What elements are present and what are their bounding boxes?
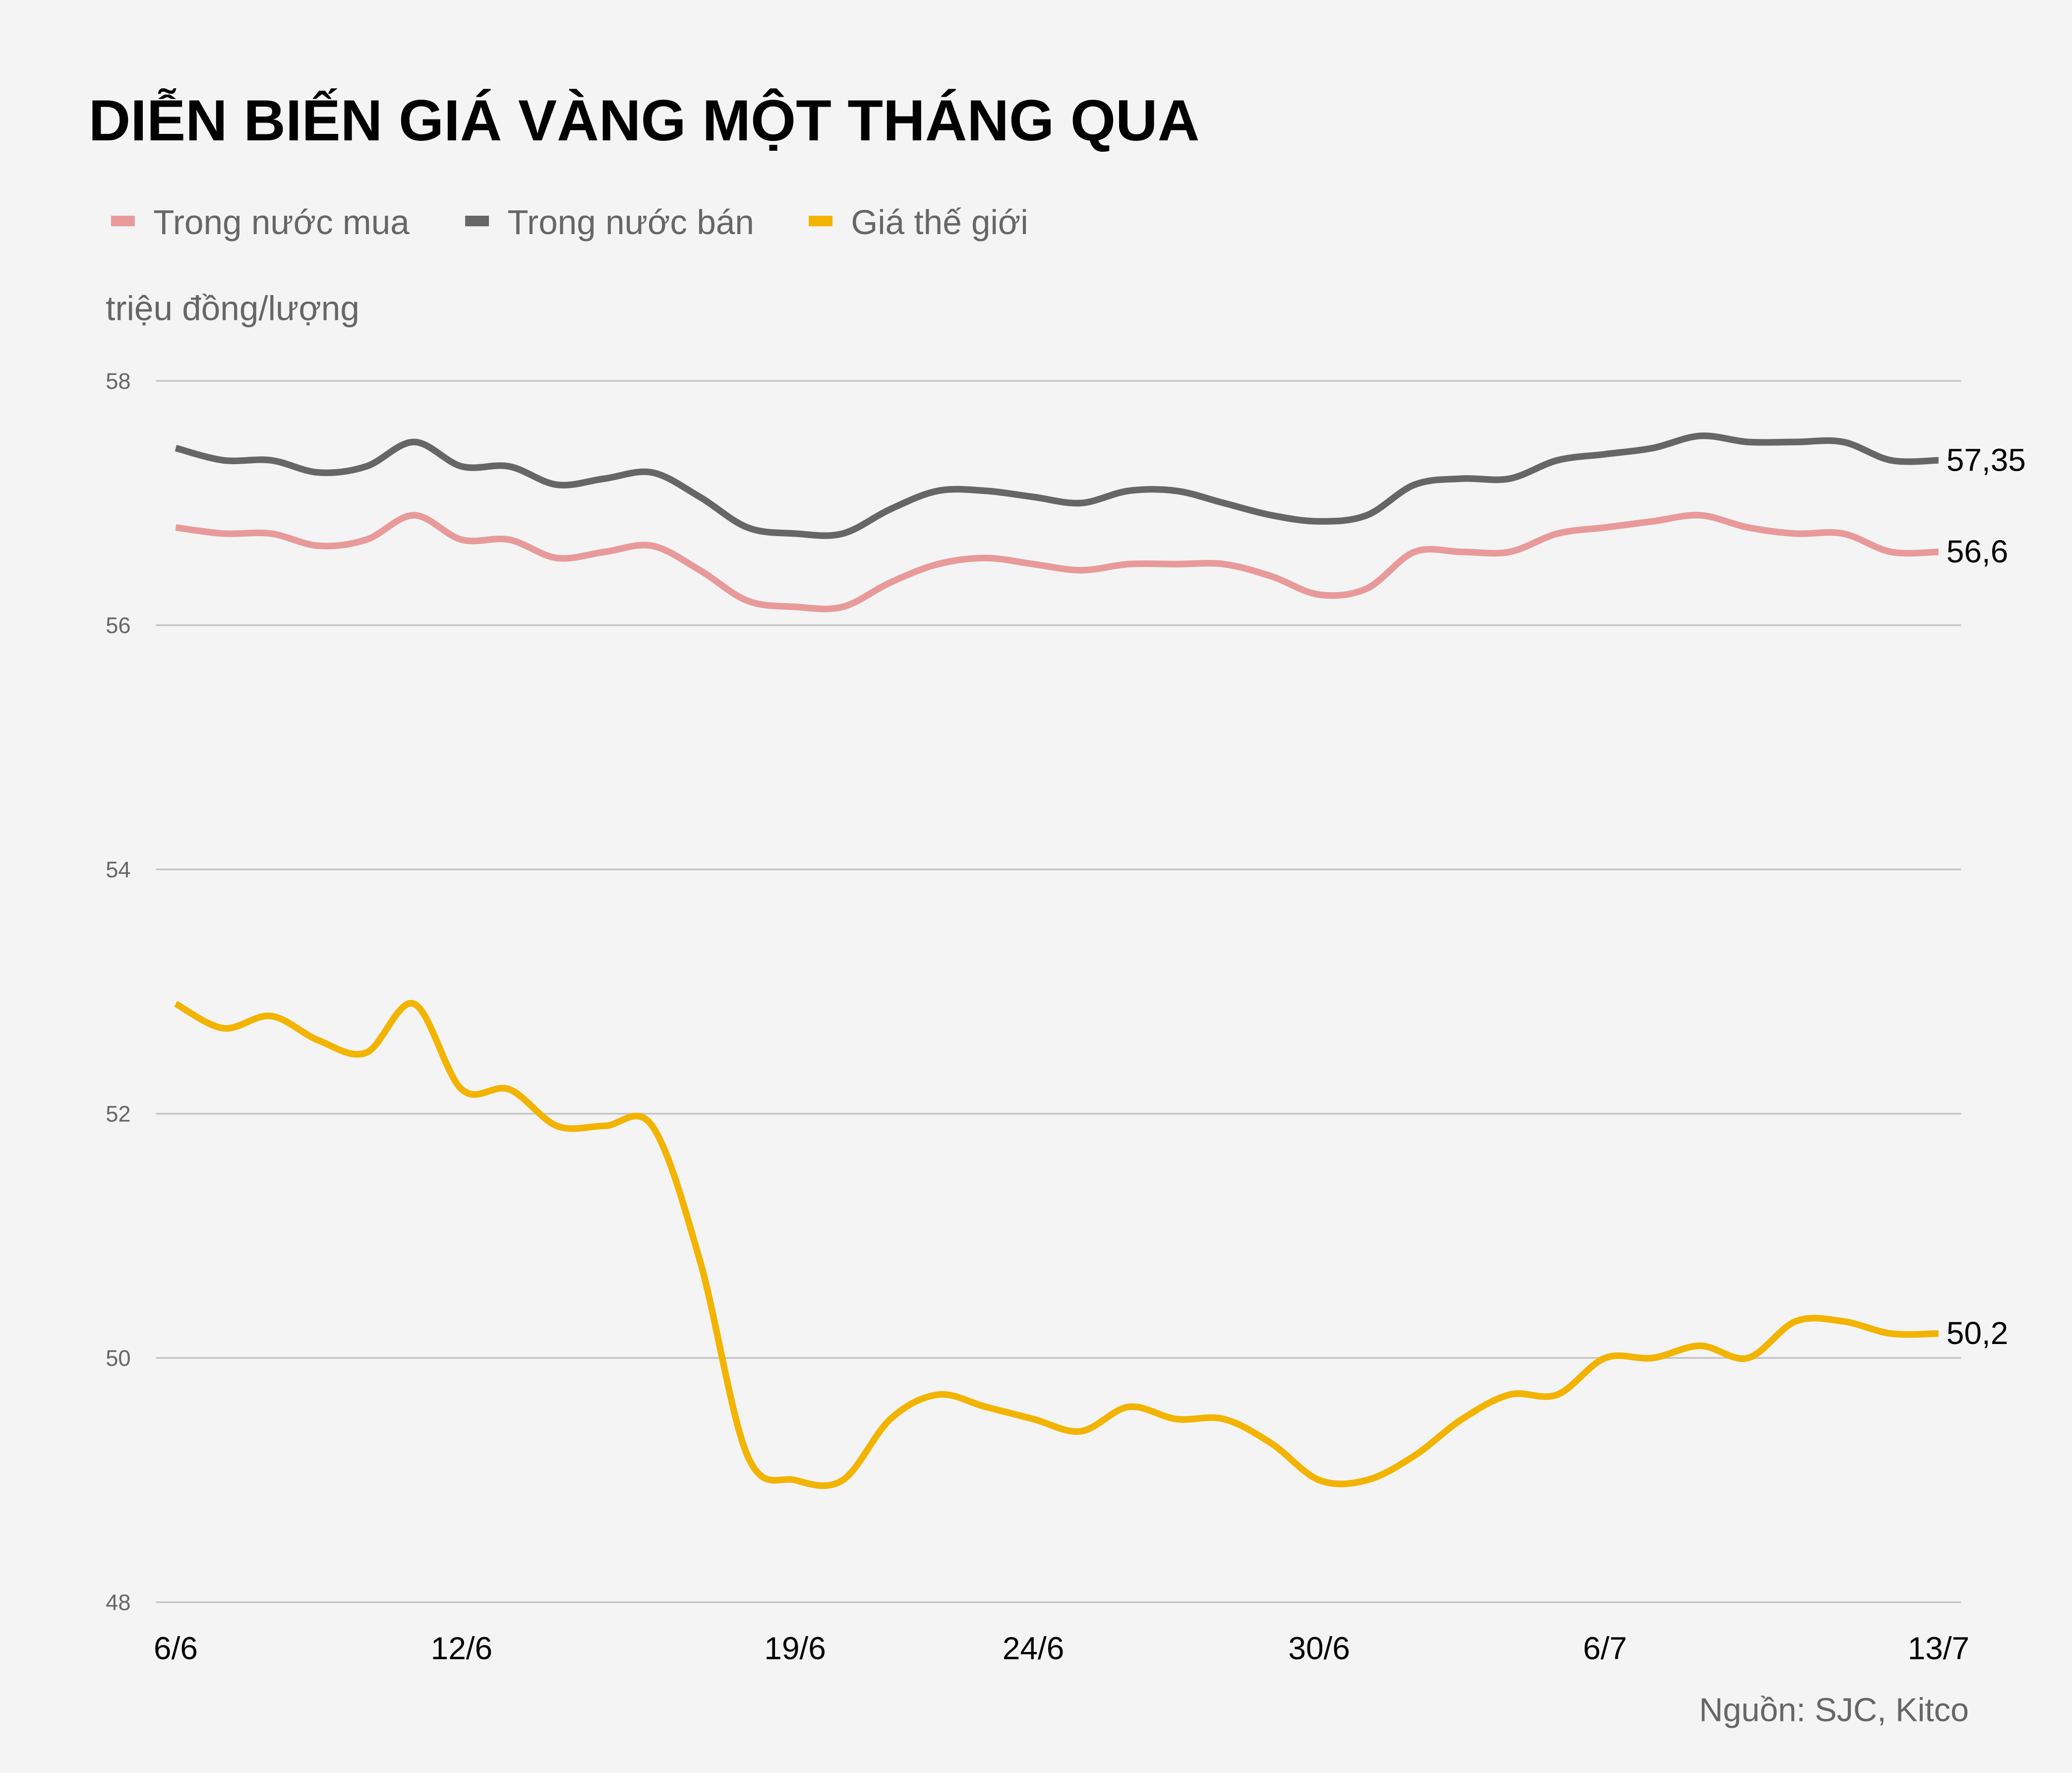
series-lines [174,432,1939,1489]
chart-title: DIỄN BIẾN GIÁ VÀNG MỘT THÁNG QUA [89,88,1200,153]
y-axis-unit: triệu đồng/lượng [106,289,359,327]
legend: Trong nước mua Trong nước bán Giá thế gi… [111,203,1028,242]
end-value-label: 57,35 [1947,442,2026,478]
x-axis-ticks: 6/6 12/6 19/6 24/6 30/6 6/7 13/7 [154,1630,1969,1666]
y-tick-label: 58 [106,368,130,394]
y-tick-label: 48 [106,1590,130,1615]
legend-item-world: Giá thế giới [809,203,1028,242]
x-tick-label: 19/6 [764,1630,826,1666]
source-note: Nguồn: SJC, Kitco [1699,1692,1969,1729]
legend-item-sell: Trong nước bán [465,203,754,242]
end-labels: 56,6 57,35 50,2 [1947,442,2026,1351]
x-tick-label: 24/6 [1003,1630,1064,1666]
x-tick-label: 12/6 [431,1630,492,1666]
legend-label-sell: Trong nước bán [507,203,754,242]
legend-swatch-world [809,215,833,227]
end-value-label: 50,2 [1947,1315,2008,1351]
legend-item-buy: Trong nước mua [111,203,410,242]
y-axis-ticks: 48 50 52 54 56 58 [106,368,130,1615]
series-line-0 [175,512,1939,612]
legend-label-world: Giá thế giới [851,203,1028,242]
legend-label-buy: Trong nước mua [153,203,410,242]
x-tick-label: 6/7 [1583,1630,1627,1666]
y-tick-label: 52 [106,1101,130,1127]
legend-swatch-sell [465,215,489,227]
x-tick-label: 13/7 [1908,1630,1969,1666]
x-tick-label: 6/6 [154,1630,198,1666]
y-tick-label: 50 [106,1345,130,1371]
y-tick-label: 54 [106,857,130,882]
end-value-label: 56,6 [1947,534,2008,569]
x-tick-label: 30/6 [1288,1630,1350,1666]
y-tick-label: 56 [106,613,130,638]
series-line-1 [175,432,1939,539]
legend-swatch-buy [111,215,135,227]
series-line-2 [174,1000,1939,1489]
